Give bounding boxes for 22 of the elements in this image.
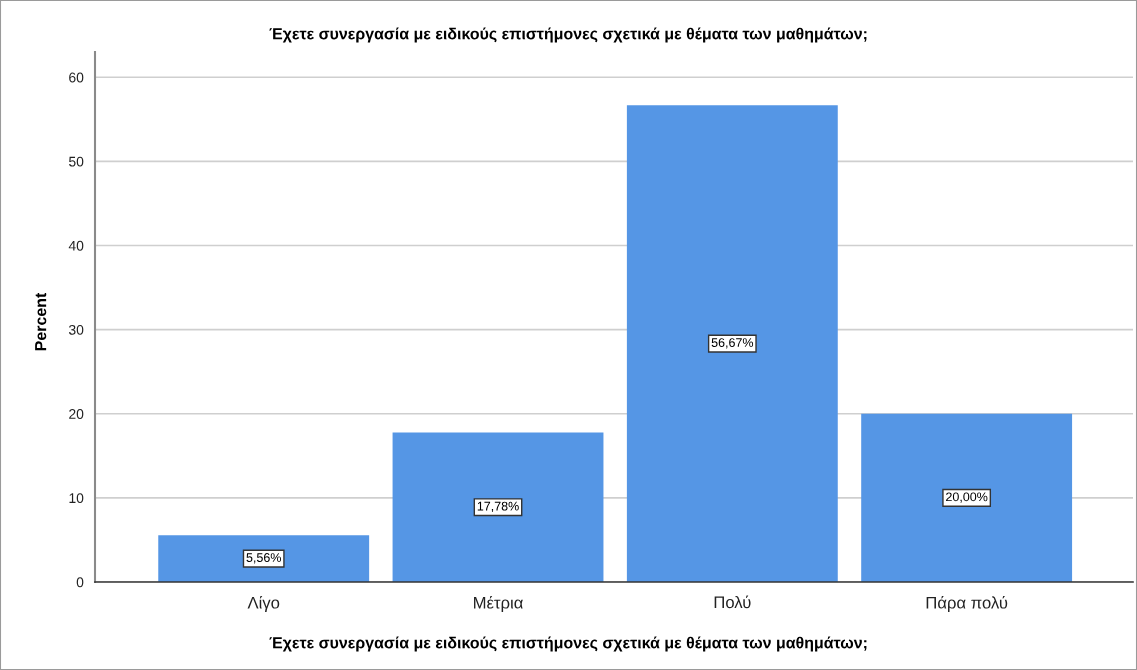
y-tick-label: 40 <box>68 240 84 251</box>
data-label: 5,56% <box>246 553 281 564</box>
y-tick-label: 20 <box>69 409 84 419</box>
x-axis-title: Έχετε συνεργασία με ειδικούς επιστήμονες σχετικά με θέματα των μαθημάτων; <box>269 636 867 652</box>
x-tick-label: Λίγο <box>247 595 280 612</box>
x-tick-label: Μέτρια <box>474 595 523 612</box>
y-tick-label: 10 <box>69 493 84 504</box>
y-tick-label: 60 <box>69 72 84 83</box>
y-axis-title: Percent <box>35 292 47 351</box>
data-label: 20,00% <box>946 492 988 503</box>
bar <box>861 413 1073 582</box>
bar <box>158 535 370 582</box>
data-label: 17,78% <box>477 501 519 513</box>
x-tick-label: Πολύ <box>714 595 751 609</box>
x-tick-label: Πάρα πολύ <box>926 595 1008 612</box>
bar <box>392 432 604 582</box>
y-tick-label: 0 <box>76 577 84 588</box>
bar <box>626 105 838 582</box>
data-label: 56,67% <box>711 338 754 349</box>
y-tick-label: 30 <box>68 324 84 335</box>
chart-title: Έχετε συνεργασία με ειδικούς επιστήμονες σχετικά με θέματα των μαθημάτων; <box>269 27 867 43</box>
y-tick-label: 50 <box>69 156 84 167</box>
